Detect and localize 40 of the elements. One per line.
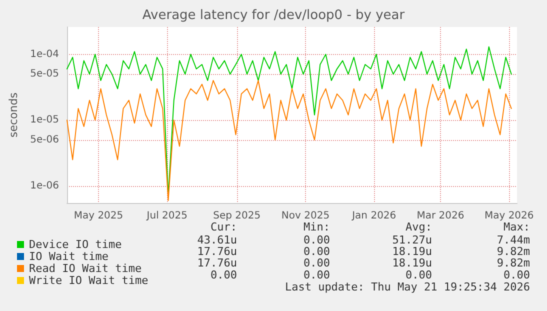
legend-label: IO Wait time	[29, 250, 108, 263]
legend-label: Device IO time	[29, 238, 122, 251]
y-tick-label: 5e-05	[30, 68, 59, 80]
y-tick-label: 1e-05	[30, 114, 59, 126]
x-tick-label: May 2026	[484, 210, 534, 222]
text: 9.82m	[496, 256, 530, 270]
text: 0.00	[304, 256, 330, 270]
text: 0.00	[504, 268, 530, 282]
chart-title: Average latency for /dev/loop0 - by year	[142, 8, 406, 23]
x-tick-label: May 2025	[74, 210, 124, 222]
text: 0.00	[210, 268, 237, 282]
text: 18.19u	[392, 245, 432, 258]
text: Min:	[304, 220, 330, 234]
x-tick-label: Nov 2025	[281, 210, 330, 222]
legend-label: Read IO Wait time	[29, 262, 142, 275]
x-tick-label: Mar 2026	[416, 210, 464, 222]
text: 9.82m	[496, 245, 530, 258]
text: Last update: Thu May 21 19:25:34 2026	[284, 280, 530, 294]
legend-label: Write IO Wait time	[29, 274, 148, 287]
x-tick-label: Sep 2025	[213, 210, 261, 222]
line-series	[66, 80, 512, 202]
text: 43.61u	[197, 234, 237, 246]
text: 17.76u	[197, 245, 237, 258]
y-tick-label: 1e-04	[30, 48, 59, 60]
text: Max:	[504, 220, 530, 234]
x-tick-label: Jul 2025	[146, 210, 188, 222]
text: 51.27u	[392, 234, 432, 246]
text: 0.00	[304, 268, 330, 282]
y-axis-title: seconds	[7, 92, 20, 138]
text: 17.76u	[197, 256, 237, 270]
text: 0.00	[304, 245, 330, 258]
text: 0.00	[406, 268, 432, 282]
text: Cur:	[210, 220, 237, 234]
x-tick-label: Jan 2026	[351, 210, 396, 222]
text: 7.44m	[496, 234, 530, 246]
y-tick-label: 5e-06	[30, 134, 59, 146]
text: 18.19u	[392, 256, 432, 270]
y-tick-label: 1e-06	[30, 180, 59, 192]
text: Avg:	[406, 220, 432, 234]
text: 0.00	[304, 234, 330, 246]
